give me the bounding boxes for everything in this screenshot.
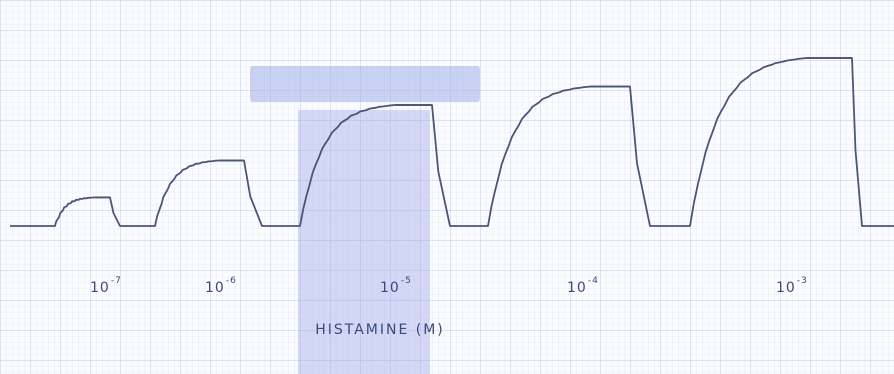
dose-labels: 10-7 10-6 10-5 10-4 10-3 xyxy=(90,276,808,296)
response-trace-line xyxy=(10,57,894,227)
dose-label-exponent: -3 xyxy=(797,276,808,286)
dose-label-base: 10 xyxy=(567,280,587,296)
x-axis-title: HISTAMINE (M) xyxy=(315,322,445,338)
dose-label-2: 10-6 xyxy=(205,276,237,296)
dose-label-exponent: -4 xyxy=(588,276,599,286)
dose-label-base: 10 xyxy=(90,280,110,296)
response-traces xyxy=(10,57,894,227)
dose-label-base: 10 xyxy=(205,280,225,296)
dose-label-exponent: -6 xyxy=(226,276,237,286)
highlight-band-horizontal xyxy=(250,66,480,102)
dose-label-base: 10 xyxy=(380,280,400,296)
dose-label-exponent: -7 xyxy=(111,276,122,286)
dose-label-4: 10-4 xyxy=(567,276,599,296)
dose-label-3: 10-5 xyxy=(380,276,412,296)
dose-label-5: 10-3 xyxy=(776,276,808,296)
dose-label-1: 10-7 xyxy=(90,276,122,296)
dose-label-exponent: -5 xyxy=(401,276,412,286)
dose-label-base: 10 xyxy=(776,280,796,296)
